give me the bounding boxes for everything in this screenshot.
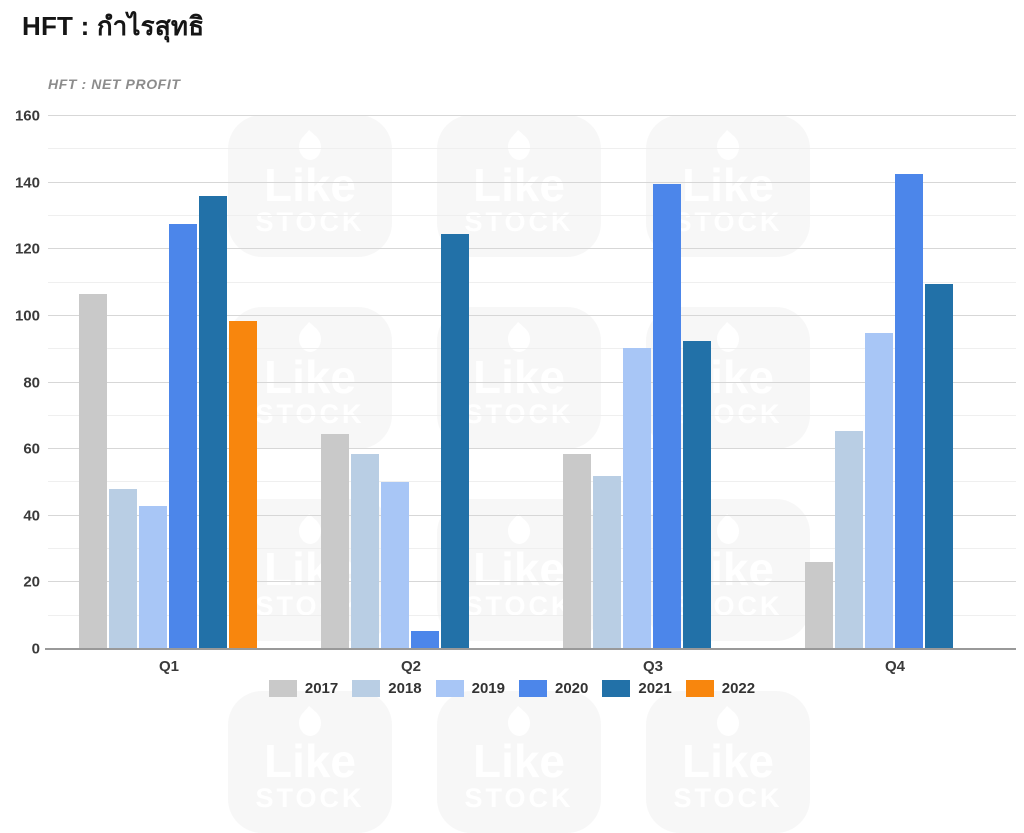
bar-q2-2018 <box>351 454 379 649</box>
y-axis-tick-80: 80 <box>23 374 40 391</box>
watermark-text: STOCK <box>255 206 365 237</box>
bar-q2-2019 <box>381 482 409 649</box>
watermark-text: STOCK <box>464 782 574 813</box>
gridline-80 <box>48 381 1016 383</box>
bar-q3-2021 <box>683 340 711 649</box>
x-axis-tick-q4: Q4 <box>884 658 905 675</box>
chart-legend: 2017 2018 2019 2020 2021 2022 <box>0 680 1024 697</box>
gridline-160 <box>48 115 1016 116</box>
gridline-50 <box>48 481 1016 483</box>
watermark-text: Like <box>472 158 566 211</box>
y-axis-tick-0: 0 <box>31 640 40 658</box>
x-axis-tick-q2: Q2 <box>400 658 421 675</box>
chart-subtitle: HFT : NET PROFIT <box>48 76 181 92</box>
watermark-text: STOCK <box>673 206 783 237</box>
legend-swatch-2019 <box>435 680 464 697</box>
gridline-10 <box>48 614 1016 616</box>
x-axis-line <box>45 648 1016 650</box>
watermark-text: STOCK <box>255 398 365 429</box>
bar-q2-2020 <box>411 630 439 649</box>
legend-swatch-2020 <box>519 680 547 697</box>
watermark-tile-3-2: Like STOCK <box>646 691 810 833</box>
gridline-140 <box>48 181 1016 183</box>
bar-q1-2018 <box>109 489 137 649</box>
gridline-70 <box>48 414 1016 416</box>
watermark-tile-3-0: Like STOCK <box>228 691 392 833</box>
bar-q2-2017 <box>321 434 349 649</box>
bar-q3-2019 <box>623 347 651 649</box>
watermark-text: Like <box>263 158 357 211</box>
bar-q4-2017 <box>805 562 833 649</box>
legend-item-2019: 2019 <box>435 680 505 697</box>
watermark-tile-0-1: Like STOCK <box>437 115 601 257</box>
legend-label: 2021 <box>638 680 672 697</box>
gridline-130 <box>48 214 1016 216</box>
gridline-90 <box>48 348 1016 350</box>
legend-label: 2020 <box>555 680 589 697</box>
legend-swatch-2022 <box>685 680 714 697</box>
watermark-text: Like <box>472 734 566 787</box>
watermark-text: Like <box>472 542 566 595</box>
legend-swatch-2021 <box>602 680 631 697</box>
legend-label: 2018 <box>388 680 422 697</box>
y-axis-tick-160: 160 <box>14 107 40 125</box>
watermark-text: Like <box>263 734 357 787</box>
watermark-text: Like <box>681 734 775 787</box>
legend-item-2017: 2017 <box>268 680 339 697</box>
watermark-text: STOCK <box>255 782 365 813</box>
bar-q4-2019 <box>865 332 893 649</box>
gridline-120 <box>48 248 1016 250</box>
bar-q2-2021 <box>441 234 469 649</box>
y-axis-tick-100: 100 <box>14 307 40 325</box>
watermark-text: STOCK <box>464 398 574 429</box>
leaf-icon <box>502 705 536 740</box>
legend-item-2022: 2022 <box>685 680 756 697</box>
legend-item-2020: 2020 <box>519 680 588 697</box>
leaf-icon <box>711 705 745 740</box>
gridline-30 <box>48 548 1016 550</box>
legend-label: 2019 <box>471 680 505 697</box>
legend-item-2021: 2021 <box>602 680 672 697</box>
y-axis-tick-60: 60 <box>23 440 40 458</box>
legend-label: 2017 <box>304 680 339 697</box>
watermark-text: STOCK <box>673 782 783 813</box>
watermark-text: Like <box>472 350 566 403</box>
bar-q4-2021 <box>925 284 953 649</box>
gridline-40 <box>48 514 1016 516</box>
gridline-100 <box>48 314 1016 316</box>
bar-q1-2021 <box>199 195 227 649</box>
bar-q3-2017 <box>563 454 591 649</box>
watermark-text: Like <box>263 350 357 403</box>
bar-q1-2019 <box>139 505 167 649</box>
watermark-text: STOCK <box>464 206 574 237</box>
y-axis-tick-20: 20 <box>23 573 40 591</box>
bar-q1-2022 <box>229 320 257 649</box>
watermark-tile-0-0: Like STOCK <box>228 115 392 257</box>
legend-label: 2022 <box>721 680 756 697</box>
gridline-20 <box>48 581 1016 583</box>
page-title: HFT : กำไรสุทธิ <box>22 11 205 41</box>
bar-q4-2020 <box>895 174 923 649</box>
leaf-icon <box>293 705 327 740</box>
gridline-110 <box>48 281 1016 283</box>
x-axis-tick-q3: Q3 <box>642 658 663 675</box>
y-axis-tick-140: 140 <box>14 174 40 192</box>
plot-area: 0 20 40 60 80 100 120 140 160 Q1 Q2 Q3 Q4 <box>15 108 1016 675</box>
watermark-tile-3-1: Like STOCK <box>437 691 601 833</box>
bar-q4-2018 <box>835 430 863 649</box>
watermark-text: Like <box>681 158 775 211</box>
x-axis-tick-q1: Q1 <box>158 658 179 675</box>
bar-q3-2020 <box>653 184 681 649</box>
y-axis-tick-120: 120 <box>14 240 40 258</box>
bar-q3-2018 <box>593 475 621 649</box>
y-axis-tick-40: 40 <box>23 507 40 525</box>
legend-swatch-2017 <box>268 680 297 697</box>
bar-q1-2017 <box>79 294 107 649</box>
gridline-150 <box>48 148 1016 150</box>
gridline-60 <box>48 448 1016 450</box>
legend-item-2018: 2018 <box>352 680 422 697</box>
legend-swatch-2018 <box>352 680 381 697</box>
bar-q1-2020 <box>169 224 197 649</box>
